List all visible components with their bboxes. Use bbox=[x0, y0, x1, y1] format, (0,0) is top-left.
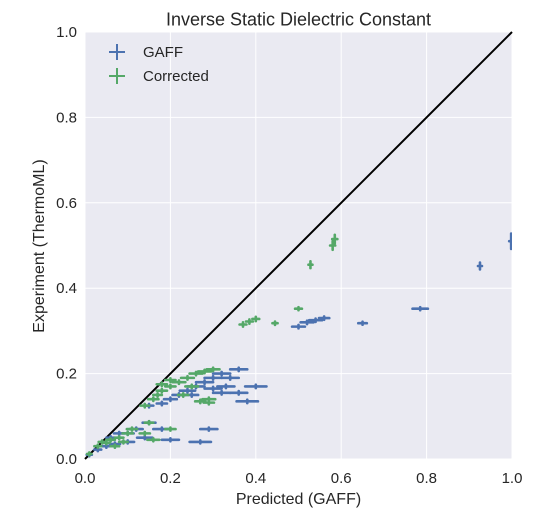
x-tick-label: 0.6 bbox=[331, 470, 352, 487]
data-point bbox=[216, 383, 236, 390]
identity-line bbox=[84, 31, 513, 460]
data-point bbox=[228, 366, 249, 373]
data-point bbox=[152, 391, 164, 398]
data-point bbox=[330, 233, 339, 245]
chart-title: Inverse Static Dielectric Constant bbox=[166, 10, 431, 30]
data-point bbox=[251, 315, 261, 323]
data-point bbox=[243, 383, 268, 390]
data-point bbox=[228, 389, 249, 396]
x-tick-labels: 0.0 0.2 0.4 0.6 0.8 1.0 bbox=[75, 470, 523, 487]
data-point bbox=[155, 387, 169, 394]
data-point bbox=[205, 366, 221, 373]
data-point bbox=[198, 426, 219, 432]
data-point bbox=[139, 402, 151, 409]
data-point bbox=[179, 374, 196, 381]
data-point bbox=[411, 305, 430, 312]
data-point bbox=[202, 399, 216, 406]
legend: GAFF Corrected bbox=[109, 44, 209, 85]
data-point bbox=[211, 370, 232, 377]
data-point bbox=[476, 261, 484, 271]
data-point bbox=[117, 439, 129, 445]
y-tick-label: 0.8 bbox=[56, 109, 77, 126]
data-point bbox=[176, 391, 190, 398]
data-point bbox=[163, 426, 177, 432]
x-tick-label: 0.2 bbox=[160, 470, 181, 487]
data-point bbox=[290, 323, 307, 330]
gridlines bbox=[84, 31, 513, 460]
data-point bbox=[160, 436, 181, 443]
data-point bbox=[163, 383, 177, 390]
legend-label: Corrected bbox=[143, 68, 209, 85]
data-point bbox=[85, 451, 93, 457]
y-tick-label: 0.6 bbox=[56, 195, 77, 212]
data-point bbox=[178, 387, 197, 394]
y-tick-label: 1.0 bbox=[56, 24, 77, 41]
x-tick-label: 0.4 bbox=[245, 470, 266, 487]
data-point bbox=[163, 376, 177, 384]
series-layer bbox=[85, 232, 512, 458]
data-point bbox=[188, 439, 213, 445]
data-point bbox=[155, 400, 169, 407]
y-tick-label: 0.0 bbox=[56, 451, 77, 468]
x-tick-label: 0.8 bbox=[416, 470, 437, 487]
data-point bbox=[220, 374, 241, 381]
data-point bbox=[146, 436, 161, 443]
data-point bbox=[244, 318, 255, 325]
data-point bbox=[211, 389, 232, 396]
data-point bbox=[171, 379, 187, 386]
data-point bbox=[162, 396, 179, 403]
data-point bbox=[184, 383, 200, 390]
series-corrected bbox=[85, 233, 339, 457]
data-point bbox=[235, 398, 260, 405]
x-tick-label: 1.0 bbox=[502, 470, 523, 487]
data-point bbox=[507, 232, 512, 251]
data-point bbox=[155, 381, 169, 388]
x-axis-label: Predicted (GAFF) bbox=[236, 491, 361, 508]
data-point bbox=[105, 436, 117, 443]
data-point bbox=[307, 259, 314, 270]
data-point bbox=[138, 430, 152, 437]
data-point bbox=[121, 430, 135, 437]
data-point bbox=[203, 385, 223, 392]
data-point bbox=[307, 317, 324, 324]
data-point bbox=[328, 239, 337, 252]
y-axis-label: Experiment (ThermoML) bbox=[31, 159, 48, 332]
data-point bbox=[356, 320, 369, 327]
data-point bbox=[109, 443, 121, 449]
reference-line-layer bbox=[84, 31, 513, 460]
data-point bbox=[238, 321, 248, 328]
data-point bbox=[146, 396, 160, 403]
data-point bbox=[143, 419, 155, 426]
data-point bbox=[93, 443, 103, 449]
x-tick-label: 0.0 bbox=[75, 470, 96, 487]
data-point bbox=[101, 439, 112, 446]
data-point bbox=[299, 319, 315, 326]
y-tick-labels: 0.0 0.2 0.4 0.6 0.8 1.0 bbox=[56, 24, 77, 468]
data-point bbox=[293, 305, 304, 312]
y-tick-label: 0.2 bbox=[56, 366, 77, 383]
legend-label: GAFF bbox=[143, 44, 183, 61]
data-point bbox=[317, 315, 331, 322]
data-point bbox=[271, 320, 279, 327]
data-point bbox=[135, 434, 154, 441]
data-point bbox=[194, 379, 215, 386]
data-point bbox=[113, 434, 125, 441]
legend-item-gaff: GAFF bbox=[109, 44, 183, 61]
data-point bbox=[188, 370, 204, 377]
data-point bbox=[203, 374, 223, 381]
y-tick-label: 0.4 bbox=[56, 280, 77, 297]
legend-item-corrected: Corrected bbox=[109, 68, 209, 85]
data-point bbox=[196, 368, 213, 375]
data-point bbox=[125, 426, 139, 432]
